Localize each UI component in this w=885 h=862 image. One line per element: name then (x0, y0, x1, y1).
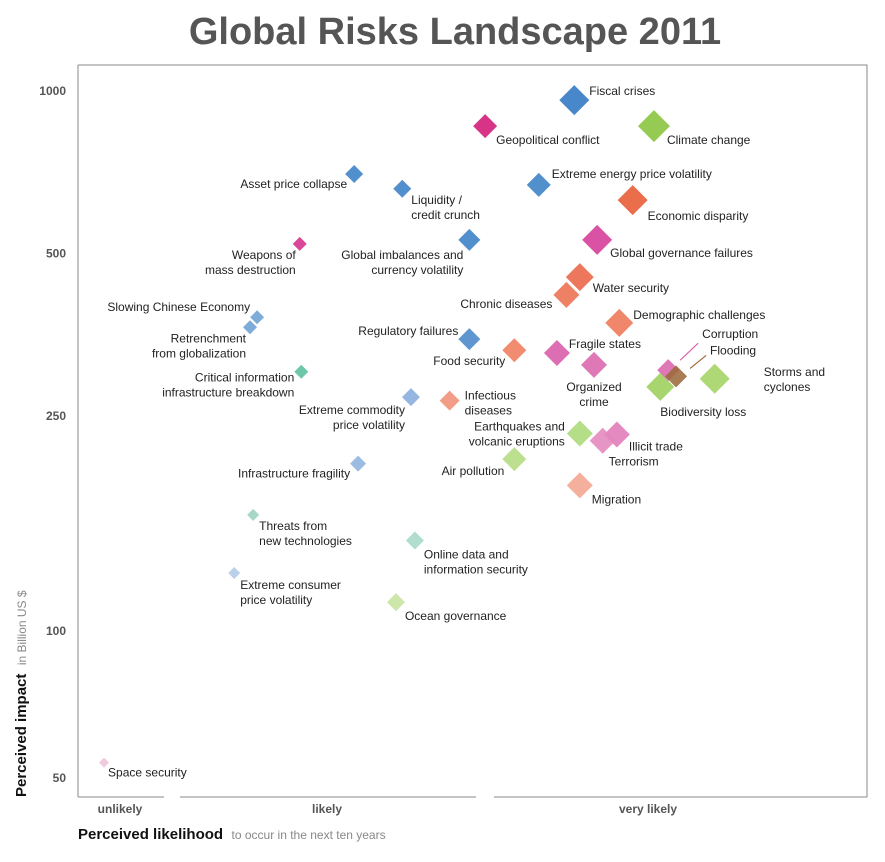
risk-label: Food security (433, 354, 505, 368)
risk-marker[interactable] (292, 236, 307, 251)
risk-label: Retrenchment from globalization (152, 331, 247, 360)
chart-title: Global Risks Landscape 2011 (189, 11, 721, 53)
risk-label: Organized crime (566, 380, 621, 409)
risk-marker[interactable] (646, 372, 675, 401)
risk-marker[interactable] (566, 472, 593, 499)
x-category-very-likely: very likely (619, 802, 677, 816)
risk-marker[interactable] (566, 420, 593, 447)
risk-marker[interactable] (526, 172, 551, 197)
y-tick-label: 1000 (39, 84, 66, 98)
y-tick-label: 250 (46, 409, 66, 423)
risk-marker[interactable] (589, 427, 616, 454)
risk-marker[interactable] (543, 340, 570, 367)
x-axis-title-note: to occur in the next ten years (232, 828, 386, 842)
x-axis-title-main: Perceived likelihood (78, 826, 223, 843)
risk-marker[interactable] (458, 328, 481, 351)
risk-label: Earthquakes and volcanic eruptions (469, 420, 565, 449)
risk-label: Terrorism (609, 455, 659, 469)
risk-label: Geopolitical conflict (496, 133, 600, 147)
risk-marker[interactable] (393, 179, 412, 198)
risk-label: Air pollution (442, 464, 505, 478)
risk-marker[interactable] (401, 388, 420, 407)
risk-marker[interactable] (228, 566, 241, 579)
risk-marker[interactable] (350, 455, 367, 472)
x-category-unlikely: unlikely (98, 802, 143, 816)
risk-label: Illicit trade (629, 440, 683, 454)
risk-label: Flooding (710, 343, 756, 357)
risk-marker[interactable] (559, 85, 590, 116)
risk-label: Global imbalances and currency volatility (341, 248, 463, 277)
risk-label: Liquidity / credit crunch (411, 193, 480, 222)
risk-marker[interactable] (345, 164, 364, 183)
risk-marker[interactable] (386, 593, 405, 612)
leader-line (689, 354, 707, 369)
risk-label: Migration (592, 492, 641, 506)
risk-label: Water security (593, 281, 669, 295)
risk-label: Online data and information security (424, 547, 528, 576)
risk-marker[interactable] (637, 110, 670, 143)
x-axis-title: Perceived likelihood to occur in the nex… (78, 826, 386, 843)
risk-marker[interactable] (553, 281, 580, 308)
risk-marker[interactable] (502, 447, 527, 472)
risk-marker[interactable] (458, 228, 481, 251)
risk-label: Extreme consumer price volatility (240, 578, 341, 607)
y-axis-title: Perceived impact in Billion US $ (13, 590, 30, 797)
risk-label: Corruption (702, 327, 758, 341)
risk-marker[interactable] (247, 508, 260, 521)
leader-line (679, 342, 699, 361)
risk-marker[interactable] (250, 310, 265, 325)
risk-label: Threats from new technologies (259, 519, 352, 548)
risk-label: Infectious diseases (465, 389, 516, 418)
risk-label: Weapons of mass destruction (205, 248, 296, 277)
risk-marker[interactable] (699, 363, 730, 394)
risk-marker[interactable] (439, 390, 460, 411)
risk-label: Asset price collapse (240, 177, 347, 191)
y-tick-label: 500 (46, 247, 66, 261)
risk-label: Biodiversity loss (660, 405, 746, 419)
risk-marker[interactable] (605, 308, 634, 337)
y-tick-label: 100 (46, 624, 66, 638)
risk-label: Space security (108, 766, 187, 780)
y-tick-label: 50 (53, 771, 67, 785)
risk-marker[interactable] (405, 531, 424, 550)
plot-frame (78, 64, 868, 797)
risk-marker[interactable] (243, 320, 258, 335)
risk-marker[interactable] (99, 757, 110, 768)
x-category-likely: likely (312, 802, 342, 816)
risk-label: Extreme energy price volatility (552, 167, 712, 181)
risk-marker[interactable] (294, 364, 309, 379)
risk-label: Economic disparity (648, 209, 749, 223)
risk-label: Demographic challenges (633, 308, 765, 322)
risk-label: Regulatory failures (358, 324, 458, 338)
risk-label: Fragile states (569, 337, 641, 351)
risk-marker[interactable] (565, 263, 594, 292)
risk-label: Slowing Chinese Economy (107, 300, 250, 314)
risk-marker[interactable] (582, 224, 613, 255)
y-axis-title-main: Perceived impact (13, 674, 30, 797)
risk-marker[interactable] (502, 338, 527, 363)
risk-label: Infrastructure fragility (238, 467, 350, 481)
risk-label: Fiscal crises (589, 84, 655, 98)
risk-marker[interactable] (473, 114, 498, 139)
risk-label: Chronic diseases (460, 297, 552, 311)
risk-label: Critical information infrastructure break… (162, 371, 294, 400)
risk-label: Global governance failures (610, 246, 753, 260)
y-axis-title-note: in Billion US $ (15, 590, 29, 665)
risk-label: Extreme commodity price volatility (299, 403, 405, 432)
risk-marker[interactable] (617, 185, 648, 216)
risk-marker[interactable] (665, 365, 688, 388)
risk-label: Climate change (667, 133, 751, 147)
risk-label: Ocean governance (405, 609, 507, 623)
risk-label: Storms and cyclones (764, 365, 825, 394)
risk-marker[interactable] (581, 351, 608, 378)
